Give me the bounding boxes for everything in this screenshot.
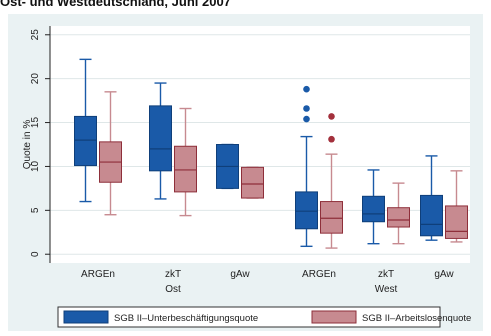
y-tick-label: 25 — [30, 29, 41, 41]
box-iqr — [241, 166, 264, 199]
box-iqr — [445, 205, 468, 239]
box-0-5 — [420, 155, 443, 241]
chart-title: Ost- und Westdeutschland, Juni 2007 — [0, 0, 231, 9]
legend-swatch — [63, 310, 109, 324]
x-group-label: West — [375, 284, 398, 295]
outlier-point — [328, 113, 335, 120]
y-tick-label: 5 — [30, 207, 41, 213]
x-category-label: zkT — [165, 269, 181, 280]
x-group-label: Ost — [165, 284, 181, 295]
box-0-3 — [295, 85, 318, 248]
box-iqr — [295, 191, 318, 230]
box-1-2 — [241, 166, 264, 199]
legend-label: SGB II–Arbeitslosenquote — [362, 313, 471, 324]
box-0-4 — [362, 169, 385, 245]
y-axis-label: Quote in % — [22, 120, 33, 170]
box-iqr — [149, 105, 172, 172]
outlier-point — [303, 115, 310, 123]
outlier-point — [303, 85, 310, 93]
box-0-2 — [216, 143, 239, 190]
outlier-point — [328, 135, 335, 143]
box-1-3 — [320, 113, 343, 249]
outlier-point — [303, 105, 310, 112]
y-tick-label: 0 — [30, 251, 41, 257]
y-tick-label: 15 — [30, 117, 41, 129]
y-tick-label: 10 — [30, 160, 41, 172]
box-iqr — [420, 194, 443, 237]
box-1-0 — [99, 91, 122, 216]
legend-swatch — [311, 310, 357, 324]
box-1-1 — [174, 107, 197, 217]
box-0-1 — [149, 82, 172, 200]
box-iqr — [387, 207, 410, 228]
box-iqr — [320, 201, 343, 234]
box-iqr — [362, 195, 385, 223]
legend-label: SGB II–Unterbeschäftigungsquote — [114, 313, 258, 324]
box-iqr — [74, 115, 97, 167]
y-tick-label: 20 — [30, 73, 41, 85]
box-iqr — [174, 145, 197, 193]
box-0-0 — [74, 58, 97, 203]
box-1-5 — [445, 170, 468, 243]
x-category-label: gAw — [434, 269, 454, 280]
x-category-label: gAw — [230, 269, 250, 280]
x-category-label: zkT — [378, 269, 394, 280]
x-category-label: ARGEn — [81, 269, 115, 280]
box-1-4 — [387, 182, 410, 245]
x-category-label: ARGEn — [302, 269, 336, 280]
